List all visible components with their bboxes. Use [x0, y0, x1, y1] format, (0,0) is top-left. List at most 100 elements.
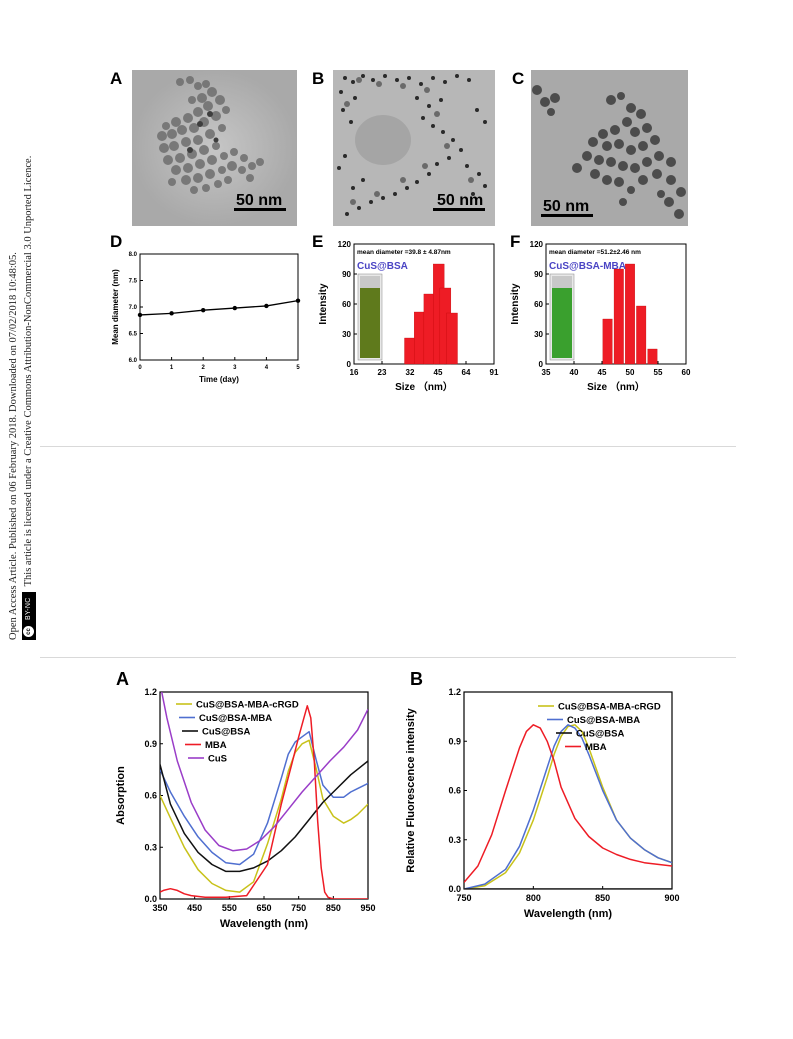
- tem-image-b: 50 nm: [333, 70, 495, 226]
- x-tick-label: 450: [187, 903, 202, 913]
- x-tick-label: 800: [526, 893, 541, 903]
- panel-letter-a2: A: [116, 669, 129, 689]
- panel-letter-b2: B: [410, 669, 423, 689]
- y-tick-label: 0.0: [448, 884, 461, 894]
- x-tick-label: 16: [350, 368, 359, 377]
- sidebar-line-2: This article is licensed under a Creativ…: [23, 155, 34, 587]
- series-line-cus-bsa: [160, 760, 368, 873]
- panel-letter-c1: C: [512, 69, 525, 88]
- y-axis-label: Intensity: [318, 283, 329, 325]
- cc-icon: cc: [23, 626, 34, 637]
- y-tick-label: 1.2: [448, 687, 461, 697]
- x-tick-label: 23: [378, 368, 387, 377]
- series-line-mba: [464, 724, 672, 883]
- legend-label: MBA: [205, 740, 227, 751]
- x-tick-label: 40: [570, 368, 579, 377]
- chart-b-fluorescence: 0.0 0.3 0.6 0.9 1.2 750 800 850 900 Wavelength (n…: [405, 687, 680, 920]
- x-tick-label: 55: [654, 368, 663, 377]
- sidebar-line-2-row: cc BY-NC This article is licensed under …: [21, 0, 36, 640]
- panel-letter-f: F: [510, 232, 521, 251]
- histogram-bar: [625, 263, 635, 365]
- x-tick-label: 4: [265, 365, 269, 371]
- x-tick-label: 750: [456, 893, 471, 903]
- histogram-bar: [602, 318, 613, 365]
- sample-label: CuS@BSA: [357, 261, 408, 272]
- tem-micrograph-c: [531, 70, 688, 226]
- cc-license-badge[interactable]: cc BY-NC: [21, 592, 36, 640]
- histogram-bar: [636, 305, 647, 365]
- legend-label: CuS@BSA: [202, 727, 250, 738]
- tem-image-a: 50 nm: [132, 70, 297, 226]
- y-axis-label: Intensity: [510, 283, 521, 325]
- y-tick-label: 0.3: [144, 842, 157, 852]
- license-sidebar: Open Access Article. Published on 06 Feb…: [6, 0, 40, 640]
- vial-liquid: [360, 288, 380, 358]
- plot-frame: [139, 253, 299, 361]
- histogram-bar: [613, 268, 624, 365]
- y-tick-label: 0.6: [144, 791, 157, 801]
- x-tick-label: 35: [542, 368, 551, 377]
- y-tick-label: 30: [342, 330, 351, 339]
- y-tick-label: 0.6: [448, 786, 461, 796]
- y-tick-label: 0: [347, 360, 352, 369]
- y-tick-label: 0.0: [144, 894, 157, 904]
- y-axis-label: Absorption: [115, 766, 127, 825]
- x-tick-label: 3: [233, 365, 237, 371]
- section-divider-1: [40, 446, 736, 447]
- x-tick-label: 850: [326, 903, 341, 913]
- series-line-cus: [160, 692, 368, 852]
- legend-label: CuS@BSA: [576, 729, 624, 740]
- x-tick-label: 750: [291, 903, 306, 913]
- legend-label: CuS@BSA-MBA: [567, 715, 640, 726]
- legend-label: CuS@BSA-MBA: [199, 713, 272, 724]
- chart-a-absorption: 0.0 0.3 0.6 0.9 1.2 350 450 550 650 750 850 950 Wave…: [115, 687, 376, 930]
- y-tick-label: 60: [534, 300, 543, 309]
- x-axis-label: Size （nm）: [395, 380, 453, 393]
- by-nc-label: BY-NC: [25, 597, 32, 620]
- y-tick-label: 1.2: [144, 687, 157, 697]
- vial-cap: [360, 276, 380, 288]
- y-tick-label: 0.9: [144, 739, 157, 749]
- x-tick-label: 1: [170, 365, 174, 371]
- sample-label: CuS@BSA-MBA: [549, 261, 626, 272]
- tem-micrograph-b: [333, 70, 495, 226]
- series-line-cus-bsa-mba-crgd: [464, 724, 672, 889]
- chart-d-mean-diameter: 6.0 6.5 7.0 7.5 8.0 0 1 2 3 4 5 Time (day) Mean diam…: [111, 252, 300, 384]
- y-tick-label: 6.5: [129, 332, 138, 338]
- x-tick-label: 350: [152, 903, 167, 913]
- histogram-bar: [404, 337, 416, 365]
- x-tick-label: 64: [462, 368, 471, 377]
- y-tick-label: 8.0: [129, 252, 138, 258]
- panel-letter-b1: B: [312, 69, 325, 88]
- y-tick-label: 0.3: [448, 835, 461, 845]
- y-tick-label: 120: [338, 240, 352, 249]
- y-tick-label: 0.9: [448, 736, 461, 746]
- y-tick-label: 60: [342, 300, 351, 309]
- y-tick-label: 30: [534, 330, 543, 339]
- histogram-bar: [446, 312, 458, 365]
- data-point: [201, 307, 206, 313]
- legend-label: CuS: [208, 754, 227, 765]
- x-tick-label: 550: [222, 903, 237, 913]
- series-line-cus-bsa-mba: [160, 730, 368, 866]
- sidebar-line-1: Open Access Article. Published on 06 Feb…: [8, 252, 19, 640]
- vial-cap: [552, 276, 572, 288]
- series-line-mba: [160, 705, 368, 899]
- panel-letter-a1: A: [110, 69, 123, 88]
- legend-label: MBA: [585, 742, 607, 753]
- chart-f-size-distribution: 0 30 60 90 120 35 40 45 50 55 60 Size （nm） Intensity…: [510, 240, 691, 393]
- series-line-cus-bsa-mba: [464, 724, 672, 889]
- legend-label: CuS@BSA-MBA-cRGD: [196, 700, 299, 711]
- y-axis-label: Relative Fluorescence intensity: [405, 707, 417, 872]
- x-tick-label: 950: [360, 903, 375, 913]
- y-tick-label: 6.0: [129, 358, 138, 364]
- y-tick-label: 90: [342, 270, 351, 279]
- histogram-bar: [414, 311, 426, 365]
- x-tick-label: 45: [434, 368, 443, 377]
- scale-label-b: 50 nm: [437, 192, 484, 209]
- x-axis-label: Wavelength (nm): [524, 908, 613, 920]
- vial-photo: [549, 273, 575, 361]
- x-tick-label: 850: [595, 893, 610, 903]
- x-tick-label: 91: [490, 368, 499, 377]
- panel-letter-e: E: [312, 232, 324, 251]
